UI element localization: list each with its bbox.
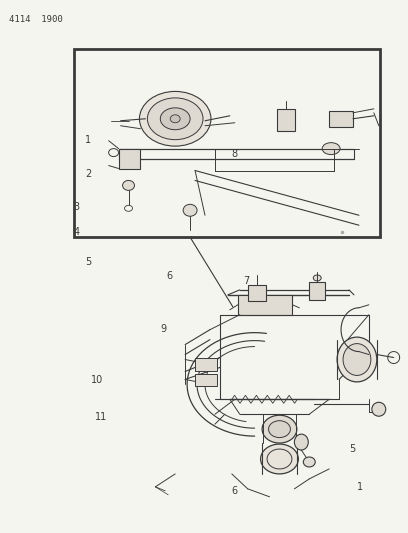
Text: 2: 2 (85, 169, 92, 179)
Text: 9: 9 (160, 324, 166, 334)
Ellipse shape (343, 344, 371, 375)
Text: 4114  1900: 4114 1900 (9, 15, 63, 25)
Ellipse shape (122, 181, 135, 190)
Ellipse shape (147, 98, 203, 140)
Ellipse shape (160, 108, 190, 130)
Ellipse shape (261, 444, 298, 474)
Ellipse shape (140, 92, 211, 146)
Ellipse shape (372, 402, 386, 416)
Text: 10: 10 (91, 375, 103, 385)
Ellipse shape (322, 143, 340, 155)
Bar (329, 111, 353, 127)
Bar (277, 109, 295, 131)
Text: 7: 7 (244, 276, 250, 286)
Text: 3: 3 (73, 202, 80, 212)
Bar (309, 282, 325, 300)
Text: 5: 5 (349, 445, 355, 455)
Text: 11: 11 (95, 412, 107, 422)
Bar (238, 295, 293, 315)
Bar (119, 149, 140, 168)
Ellipse shape (303, 457, 315, 467)
Text: 6: 6 (166, 271, 173, 281)
Ellipse shape (170, 115, 180, 123)
Ellipse shape (268, 421, 290, 438)
Ellipse shape (295, 434, 308, 450)
Bar (195, 375, 217, 386)
Ellipse shape (183, 204, 197, 216)
Text: 6: 6 (231, 486, 237, 496)
Bar (195, 358, 217, 372)
Text: 5: 5 (85, 257, 92, 267)
Text: 4: 4 (73, 227, 80, 237)
Text: 1: 1 (85, 135, 91, 146)
Ellipse shape (337, 337, 377, 382)
Ellipse shape (262, 415, 297, 443)
Bar (248, 285, 266, 301)
Ellipse shape (313, 275, 321, 281)
Bar (74, 49, 380, 237)
Text: 8: 8 (231, 149, 237, 159)
Text: 1: 1 (357, 481, 363, 491)
